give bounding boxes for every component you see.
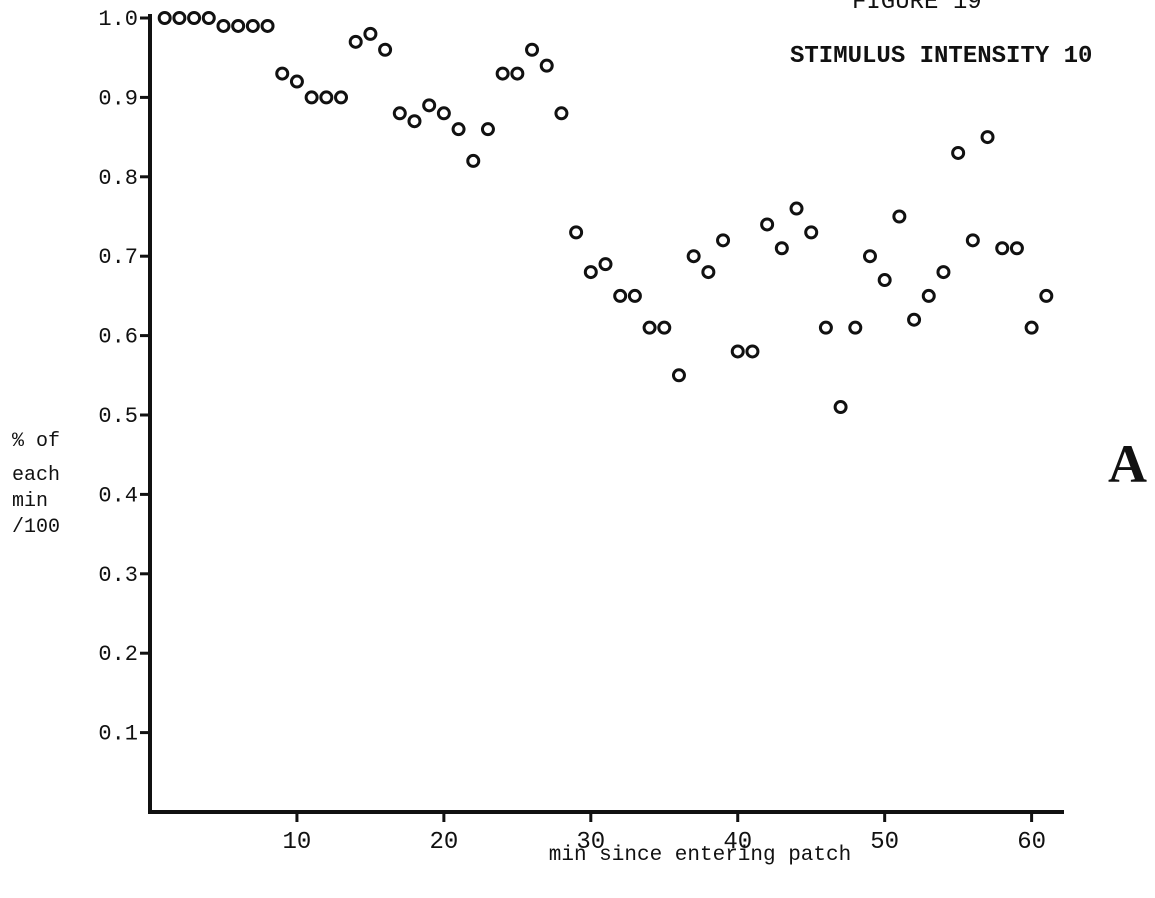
data-point <box>436 106 451 121</box>
data-point <box>187 11 202 25</box>
data-point <box>818 320 833 335</box>
data-point <box>451 122 466 137</box>
data-point <box>378 42 393 57</box>
data-point <box>569 225 584 240</box>
data-point <box>745 344 760 359</box>
x-tick-label: 20 <box>429 829 458 856</box>
x-tick-label: 50 <box>870 829 899 856</box>
data-point <box>789 201 804 216</box>
data-point <box>245 18 260 33</box>
data-point <box>407 114 422 129</box>
chart-title: STIMULUS INTENSITY 10 <box>790 43 1092 70</box>
data-point <box>1009 241 1024 256</box>
data-point <box>848 320 863 335</box>
data-point <box>539 58 554 73</box>
data-point <box>613 288 628 303</box>
data-point <box>510 66 525 81</box>
data-point <box>216 18 231 33</box>
data-point <box>686 249 701 264</box>
y-ticks: 0.1 0.2 0.3 0.4 0.5 0.6 0.7 0.8 0.9 1.0 <box>98 7 150 747</box>
data-point <box>319 90 334 105</box>
data-point <box>921 288 936 303</box>
x-axis-label: min since entering patch <box>549 844 851 867</box>
data-point <box>671 368 686 383</box>
data-point <box>363 26 378 41</box>
data-point <box>392 106 407 121</box>
y-axis-label: % of each min /100 <box>12 430 60 539</box>
y-tick-label: 1.0 <box>98 7 138 32</box>
y-axis-label-line-2: each <box>12 464 60 487</box>
data-point <box>289 74 304 89</box>
y-tick-label: 0.3 <box>98 563 138 588</box>
data-point <box>774 241 789 256</box>
y-tick-label: 0.6 <box>98 325 138 350</box>
data-point <box>760 217 775 232</box>
data-point <box>980 130 995 145</box>
data-point <box>260 18 275 33</box>
data-point <box>995 241 1010 256</box>
data-point <box>466 153 481 168</box>
data-point <box>936 265 951 280</box>
panel-label: A <box>1108 434 1147 494</box>
data-point <box>642 320 657 335</box>
data-point <box>1039 288 1054 303</box>
data-point <box>701 265 716 280</box>
data-point <box>892 209 907 224</box>
data-point <box>627 288 642 303</box>
y-axis-label-line-1: % of <box>12 430 60 453</box>
data-point <box>1024 320 1039 335</box>
data-point <box>525 42 540 57</box>
data-point <box>422 98 437 113</box>
data-point <box>951 145 966 160</box>
x-tick-label: 10 <box>283 829 312 856</box>
x-tick-label: 40 <box>723 829 752 856</box>
data-point <box>172 11 187 25</box>
data-point <box>907 312 922 327</box>
data-point <box>657 320 672 335</box>
data-point <box>804 225 819 240</box>
data-point <box>598 257 613 272</box>
y-tick-label: 0.1 <box>98 722 138 747</box>
y-axis-label-line-3: min <box>12 490 48 513</box>
data-point <box>554 106 569 121</box>
figure-heading: FIGURE 19 <box>852 0 982 16</box>
data-point <box>495 66 510 81</box>
data-point <box>862 249 877 264</box>
x-ticks: 10 20 30 40 50 60 <box>283 812 1046 856</box>
data-point <box>716 233 731 248</box>
y-tick-label: 0.2 <box>98 642 138 667</box>
y-tick-label: 0.5 <box>98 404 138 429</box>
x-tick-label: 30 <box>576 829 605 856</box>
data-point <box>231 18 246 33</box>
data-point <box>583 265 598 280</box>
y-tick-label: 0.9 <box>98 86 138 111</box>
x-tick-label: 60 <box>1017 829 1046 856</box>
data-point <box>965 233 980 248</box>
data-point <box>833 400 848 415</box>
y-tick-label: 0.4 <box>98 483 138 508</box>
data-point <box>480 122 495 137</box>
data-point <box>157 11 172 25</box>
y-tick-label: 0.7 <box>98 245 138 270</box>
data-point <box>201 11 216 25</box>
data-point <box>348 34 363 49</box>
data-point <box>304 90 319 105</box>
data-point <box>730 344 745 359</box>
data-point <box>275 66 290 81</box>
y-tick-label: 0.8 <box>98 166 138 191</box>
data-point <box>877 273 892 288</box>
data-point <box>334 90 349 105</box>
data-points <box>157 11 1054 415</box>
y-axis-label-line-4: /100 <box>12 516 60 539</box>
